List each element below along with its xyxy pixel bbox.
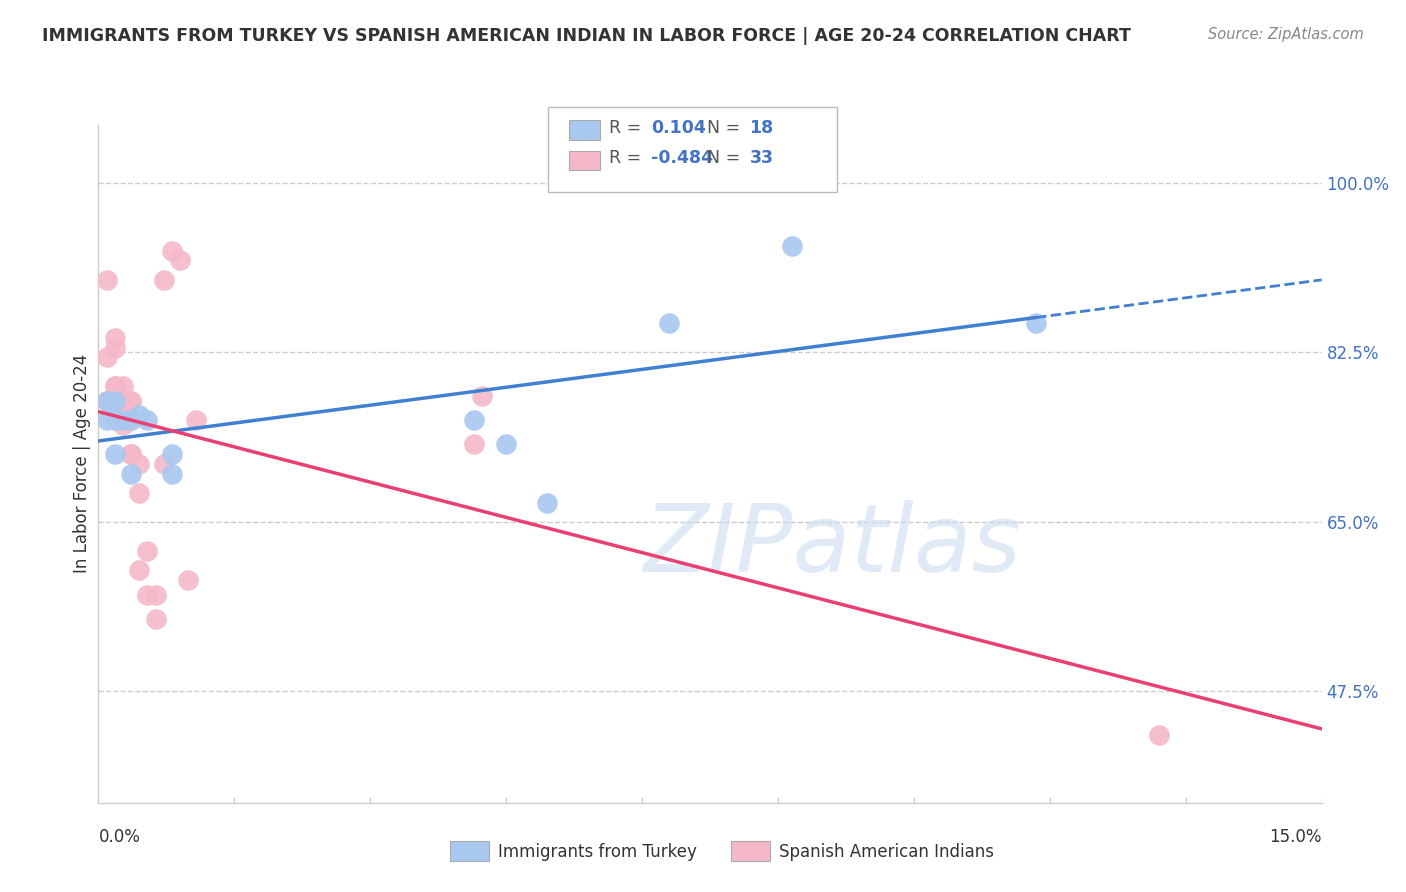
Point (1025, 317, 1047, 331)
Point (96, 393, 118, 408)
Text: 15.0%: 15.0% (1270, 828, 1322, 846)
Point (658, 317, 681, 331)
Point (120, 467, 142, 481)
Point (463, 413, 485, 427)
Text: 18: 18 (749, 119, 773, 136)
Point (111, 418, 134, 433)
Point (96, 273, 118, 287)
Point (104, 379, 127, 393)
Point (177, 573, 200, 587)
Text: 0.104: 0.104 (651, 119, 706, 136)
Point (1147, 728, 1170, 742)
Point (160, 244, 183, 258)
Point (120, 393, 142, 408)
Point (536, 495, 558, 509)
Text: Immigrants from Turkey: Immigrants from Turkey (498, 843, 696, 861)
Point (186, 413, 208, 427)
Text: ZIPatlas: ZIPatlas (644, 500, 1021, 591)
Text: Source: ZipAtlas.com: Source: ZipAtlas.com (1208, 27, 1364, 42)
Point (120, 447, 142, 461)
Text: 0.0%: 0.0% (98, 828, 141, 846)
Point (96, 393, 118, 408)
Text: 33: 33 (749, 149, 773, 167)
Point (104, 341, 127, 355)
Point (471, 389, 494, 403)
Y-axis label: In Labor Force | Age 20-24: In Labor Force | Age 20-24 (73, 354, 91, 574)
Point (463, 437, 485, 451)
Point (96, 413, 118, 427)
Point (120, 413, 142, 427)
Text: IMMIGRANTS FROM TURKEY VS SPANISH AMERICAN INDIAN IN LABOR FORCE | AGE 20-24 COR: IMMIGRANTS FROM TURKEY VS SPANISH AMERIC… (42, 27, 1130, 45)
Text: N =: N = (707, 149, 747, 167)
Point (152, 273, 174, 287)
Point (96, 393, 118, 408)
Point (104, 447, 127, 461)
Point (96, 351, 118, 365)
Text: R =: R = (609, 119, 647, 136)
Point (128, 409, 150, 423)
Point (136, 544, 159, 558)
Point (111, 393, 134, 408)
Point (104, 331, 127, 345)
Point (136, 413, 159, 427)
Point (104, 379, 127, 393)
Point (111, 379, 134, 393)
Text: R =: R = (609, 149, 647, 167)
Point (160, 467, 183, 481)
Point (145, 588, 167, 602)
Point (111, 393, 134, 408)
Point (120, 393, 142, 408)
Point (128, 457, 150, 471)
Point (111, 413, 134, 427)
Point (120, 413, 142, 427)
Point (145, 612, 167, 626)
Point (169, 253, 191, 268)
Point (104, 393, 127, 408)
Point (120, 447, 142, 461)
Point (152, 457, 174, 471)
Text: Spanish American Indians: Spanish American Indians (779, 843, 994, 861)
Text: -0.484: -0.484 (651, 149, 713, 167)
Text: N =: N = (707, 119, 747, 136)
Point (780, 239, 803, 253)
Point (136, 588, 159, 602)
Point (160, 447, 183, 461)
Point (104, 413, 127, 427)
Point (128, 563, 150, 577)
Point (495, 437, 517, 451)
Point (128, 486, 150, 500)
